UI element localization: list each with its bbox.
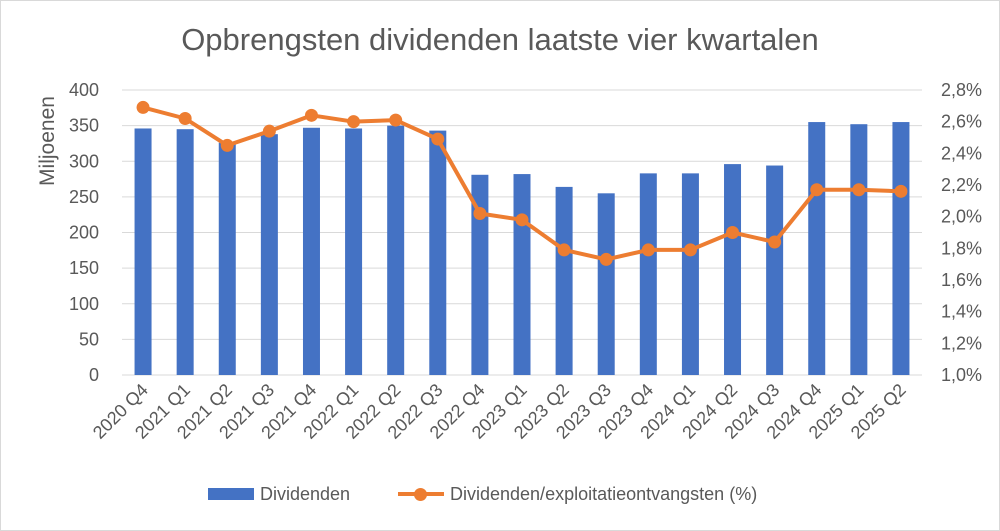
left-tick-label: 350 xyxy=(69,116,99,136)
line-point xyxy=(389,113,403,127)
legend-item-ratio: Dividenden/exploitatieontvangsten (%) xyxy=(398,482,757,506)
y-axis-label: Miljoenen xyxy=(36,96,59,186)
right-tick-label: 1,8% xyxy=(941,238,982,258)
left-tick-label: 100 xyxy=(69,294,99,314)
right-tick-label: 2,4% xyxy=(941,143,982,163)
line-point xyxy=(515,213,529,227)
line-point xyxy=(262,124,276,138)
bar xyxy=(134,128,152,375)
line-point xyxy=(220,138,234,152)
left-tick-label: 200 xyxy=(69,223,99,243)
bar xyxy=(302,127,320,375)
line-point xyxy=(894,184,908,198)
right-tick-label: 2,6% xyxy=(941,112,982,132)
left-tick-label: 300 xyxy=(69,151,99,171)
line-point xyxy=(557,243,571,257)
line-point xyxy=(599,252,613,266)
line-point xyxy=(347,115,361,129)
legend-bar-swatch xyxy=(208,488,254,500)
left-tick-label: 50 xyxy=(79,329,99,349)
line-point xyxy=(810,183,824,197)
right-tick-label: 2,0% xyxy=(941,207,982,227)
bar xyxy=(555,186,573,375)
bar xyxy=(808,122,826,375)
bar xyxy=(681,173,699,375)
line-point xyxy=(641,243,655,257)
left-tick-label: 250 xyxy=(69,187,99,207)
line-point xyxy=(178,112,192,125)
legend-line-swatch xyxy=(398,488,444,501)
bar xyxy=(513,174,531,375)
legend-item-dividenden: Dividenden xyxy=(208,482,350,506)
legend-label-dividenden: Dividenden xyxy=(260,483,351,504)
chart-title: Opbrengsten dividenden laatste vier kwar… xyxy=(181,22,819,57)
right-tick-label: 1,4% xyxy=(941,302,982,322)
right-tick-label: 1,6% xyxy=(941,270,982,290)
line-point xyxy=(726,226,740,239)
bar xyxy=(766,165,784,375)
bar xyxy=(597,193,615,375)
left-tick-label: 0 xyxy=(89,365,99,385)
bar-series xyxy=(134,122,910,375)
bar xyxy=(387,125,405,375)
bar xyxy=(176,129,194,375)
bar xyxy=(850,124,868,375)
line-point xyxy=(473,207,487,220)
line-series xyxy=(136,100,908,266)
left-axis-ticks: 0 50 100 150 200 250 300 350 400 xyxy=(69,80,99,385)
line-point xyxy=(431,132,445,146)
right-tick-label: 1,0% xyxy=(941,365,982,385)
line-point xyxy=(136,100,150,114)
bar xyxy=(892,122,910,375)
right-tick-label: 2,2% xyxy=(941,175,982,195)
line-point xyxy=(768,235,782,249)
bar xyxy=(724,164,742,375)
bar xyxy=(639,173,657,375)
right-axis-ticks: 1,0% 1,2% 1,4% 1,6% 1,8% 2,0% 2,2% 2,4% 2,6% 2,8% xyxy=(941,80,982,385)
bar xyxy=(471,174,489,375)
left-tick-label: 400 xyxy=(69,80,99,100)
legend: Dividenden Dividenden/exploitatieontvang… xyxy=(0,482,1000,506)
bar xyxy=(345,128,363,375)
bar xyxy=(260,134,278,375)
bar xyxy=(429,130,447,375)
right-tick-label: 2,8% xyxy=(941,80,982,100)
line-point xyxy=(683,243,697,257)
line-point xyxy=(852,183,866,197)
legend-label-ratio: Dividenden/exploitatieontvangsten (%) xyxy=(450,483,758,504)
right-tick-label: 1,2% xyxy=(941,333,982,353)
bar xyxy=(218,142,236,375)
left-tick-label: 150 xyxy=(69,258,99,278)
line-point xyxy=(304,108,318,122)
